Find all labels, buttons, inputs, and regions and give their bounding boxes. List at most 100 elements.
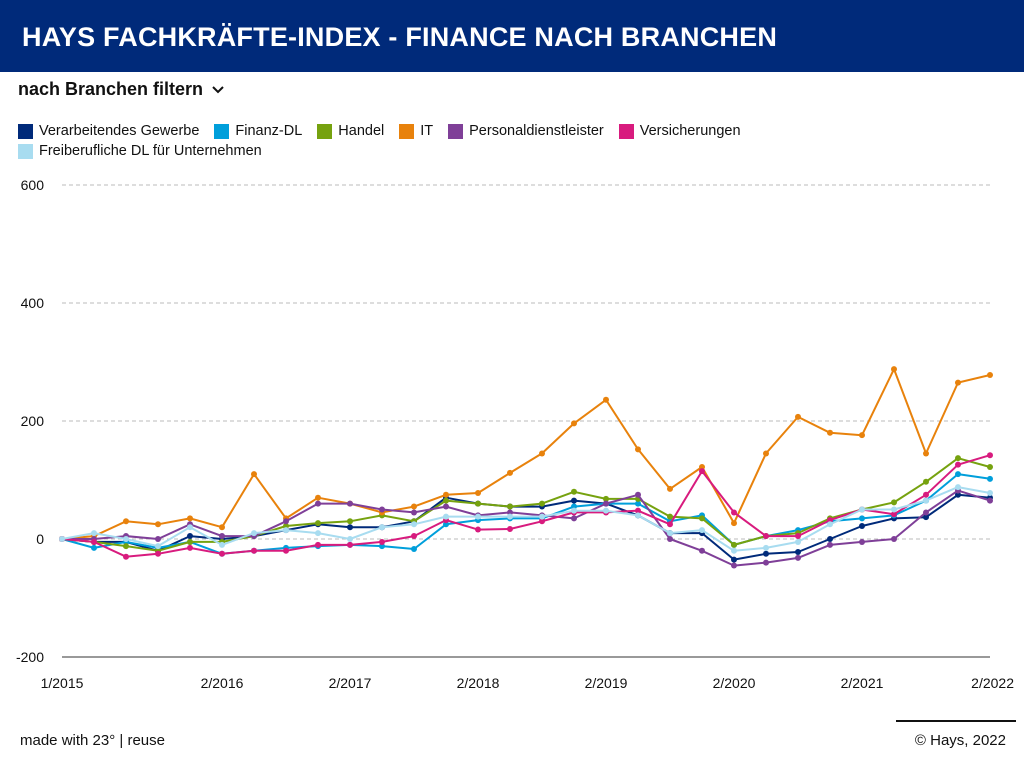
data-point xyxy=(123,518,129,525)
data-point xyxy=(923,491,929,498)
data-point xyxy=(155,543,161,550)
data-point xyxy=(315,530,321,537)
data-point xyxy=(699,547,705,554)
data-point xyxy=(859,523,865,530)
y-tick-label: -200 xyxy=(16,649,44,665)
data-point xyxy=(251,547,257,554)
data-point xyxy=(987,475,993,482)
data-point xyxy=(475,500,481,507)
data-point xyxy=(699,515,705,522)
reuse-link[interactable]: reuse xyxy=(127,732,165,749)
data-point xyxy=(891,366,897,373)
data-point xyxy=(379,524,385,531)
data-point xyxy=(795,548,801,555)
legend-item[interactable]: Handel xyxy=(317,123,384,139)
data-point xyxy=(315,541,321,548)
data-point xyxy=(827,517,833,524)
x-tick-label: 2/2018 xyxy=(457,675,500,691)
y-tick-label: 400 xyxy=(21,295,45,311)
legend-item[interactable]: Personaldienstleister xyxy=(448,123,604,139)
data-point xyxy=(731,520,737,527)
data-point xyxy=(923,450,929,457)
legend-row: Verarbeitendes Gewerbe Finanz-DL Handel IT P… xyxy=(18,121,818,141)
legend-swatch xyxy=(618,123,634,139)
line-chart: 600 400 200 0 -200 1/2015 2/2016 2/2017 2/2018 2/… xyxy=(16,177,1014,691)
legend-label: Versicherungen xyxy=(639,123,741,139)
data-point xyxy=(763,533,769,540)
data-point xyxy=(219,550,225,557)
legend-swatch xyxy=(18,123,33,139)
data-point xyxy=(891,536,897,542)
data-point xyxy=(571,497,577,504)
data-point xyxy=(635,512,641,519)
page-title: HAYS FACHKRÄFTE-INDEX - FINANCE NACH BRA… xyxy=(22,22,778,52)
data-point xyxy=(155,536,161,542)
legend-label: Freiberufliche DL für Unternehmen xyxy=(39,143,262,159)
data-point xyxy=(443,521,449,528)
data-point xyxy=(315,520,321,527)
data-point xyxy=(411,509,417,516)
x-tick-label: 2/2022 xyxy=(971,675,1014,691)
branch-filter-dropdown[interactable]: nach Branchen filtern xyxy=(18,79,225,100)
data-point xyxy=(603,500,609,507)
data-point xyxy=(731,541,737,548)
data-point xyxy=(699,527,705,534)
data-point xyxy=(187,538,193,545)
series-line xyxy=(61,454,991,558)
data-point xyxy=(859,432,865,439)
data-point xyxy=(859,506,865,513)
data-point xyxy=(91,538,97,545)
data-point xyxy=(923,497,929,504)
legend-item[interactable]: Freiberufliche DL für Unternehmen xyxy=(18,143,262,159)
data-point xyxy=(571,515,577,522)
data-point xyxy=(411,521,417,528)
data-point xyxy=(699,464,705,471)
data-point xyxy=(475,513,481,520)
data-point xyxy=(955,491,961,498)
data-point xyxy=(891,499,897,506)
data-point xyxy=(91,530,97,537)
data-point xyxy=(379,506,385,513)
data-point xyxy=(731,562,737,569)
data-point xyxy=(795,538,801,545)
y-tick-label: 200 xyxy=(21,413,45,429)
data-point xyxy=(795,554,801,561)
data-point xyxy=(731,556,737,563)
data-point xyxy=(571,507,577,514)
data-point xyxy=(283,523,289,530)
series-line xyxy=(61,493,991,561)
legend-label: Handel xyxy=(338,123,385,139)
made-with-link[interactable]: made with 23° xyxy=(20,732,116,749)
data-point xyxy=(635,507,641,514)
data-point xyxy=(539,513,545,520)
data-point xyxy=(667,513,673,520)
data-point xyxy=(955,484,961,491)
data-point xyxy=(411,503,417,510)
data-point xyxy=(411,533,417,540)
data-point xyxy=(763,544,769,551)
data-point xyxy=(667,521,673,528)
footer-divider xyxy=(896,720,1016,722)
data-point xyxy=(507,503,513,510)
data-point xyxy=(283,527,289,534)
legend-row: Freiberufliche DL für Unternehmen xyxy=(18,141,818,161)
data-point xyxy=(987,489,993,496)
data-point xyxy=(283,518,289,525)
x-tick-label: 1/2015 xyxy=(41,675,84,691)
chart-legend: Verarbeitendes Gewerbe Finanz-DL Handel IT P… xyxy=(18,121,818,161)
data-point xyxy=(347,500,353,507)
data-point xyxy=(443,503,449,510)
data-point xyxy=(923,514,929,521)
data-point xyxy=(987,464,993,471)
legend-item[interactable]: IT xyxy=(399,123,433,139)
y-tick-label: 0 xyxy=(36,531,44,547)
legend-item[interactable]: Versicherungen xyxy=(618,123,741,139)
data-point xyxy=(795,533,801,540)
data-point xyxy=(347,518,353,525)
data-point xyxy=(987,497,993,504)
legend-item[interactable]: Finanz-DL xyxy=(214,123,302,139)
data-point xyxy=(955,461,961,468)
data-point xyxy=(859,538,865,545)
legend-item[interactable]: Verarbeitendes Gewerbe xyxy=(18,123,199,139)
data-point xyxy=(955,379,961,386)
